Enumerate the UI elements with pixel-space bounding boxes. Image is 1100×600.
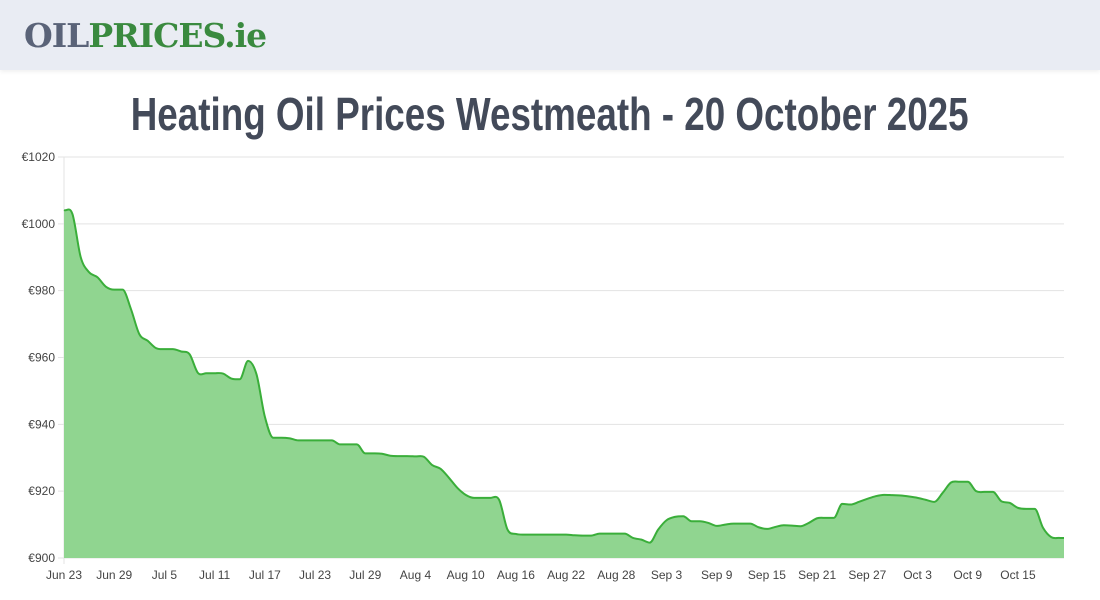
x-tick-label: Aug 28 [597,568,635,582]
x-tick-label: Jun 23 [46,568,82,582]
x-tick-label: Sep 15 [748,568,786,582]
y-tick-label: €1020 [22,150,56,164]
x-tick-label: Sep 3 [651,568,683,582]
x-tick-label: Jul 5 [152,568,178,582]
page-title: Heating Oil Prices Westmeath - 20 Octobe… [0,84,1100,144]
site-header: OILPRICES.ie [0,0,1100,70]
y-tick-label: €960 [28,351,55,365]
x-tick-label: Sep 21 [798,568,836,582]
logo-text-prices: PRICES.ie [88,16,267,55]
y-tick-label: €900 [28,551,55,565]
x-tick-label: Aug 4 [400,568,432,582]
x-tick-label: Oct 9 [953,568,982,582]
y-tick-label: €1000 [22,217,56,231]
y-tick-label: €940 [28,417,55,431]
y-tick-label: €920 [28,484,55,498]
price-area-fill [64,209,1064,558]
x-tick-label: Jul 17 [249,568,281,582]
x-tick-label: Jul 11 [199,568,230,582]
page-title-text: Heating Oil Prices Westmeath - 20 Octobe… [131,88,969,140]
x-tick-label: Aug 10 [447,568,485,582]
x-tick-label: Oct 3 [903,568,932,582]
price-line [63,208,1064,544]
y-tick-label: €980 [28,284,55,298]
x-tick-label: Jun 29 [96,568,132,582]
logo-text-oil: OIL [24,16,89,55]
x-tick-label: Oct 15 [1000,568,1036,582]
x-tick-label: Sep 9 [701,568,733,582]
x-tick-label: Aug 16 [497,568,535,582]
x-tick-label: Jul 23 [299,568,331,582]
x-tick-label: Jul 29 [349,568,381,582]
x-tick-label: Sep 27 [848,568,886,582]
site-logo[interactable]: OILPRICES.ie [24,14,267,58]
x-tick-label: Aug 22 [547,568,585,582]
